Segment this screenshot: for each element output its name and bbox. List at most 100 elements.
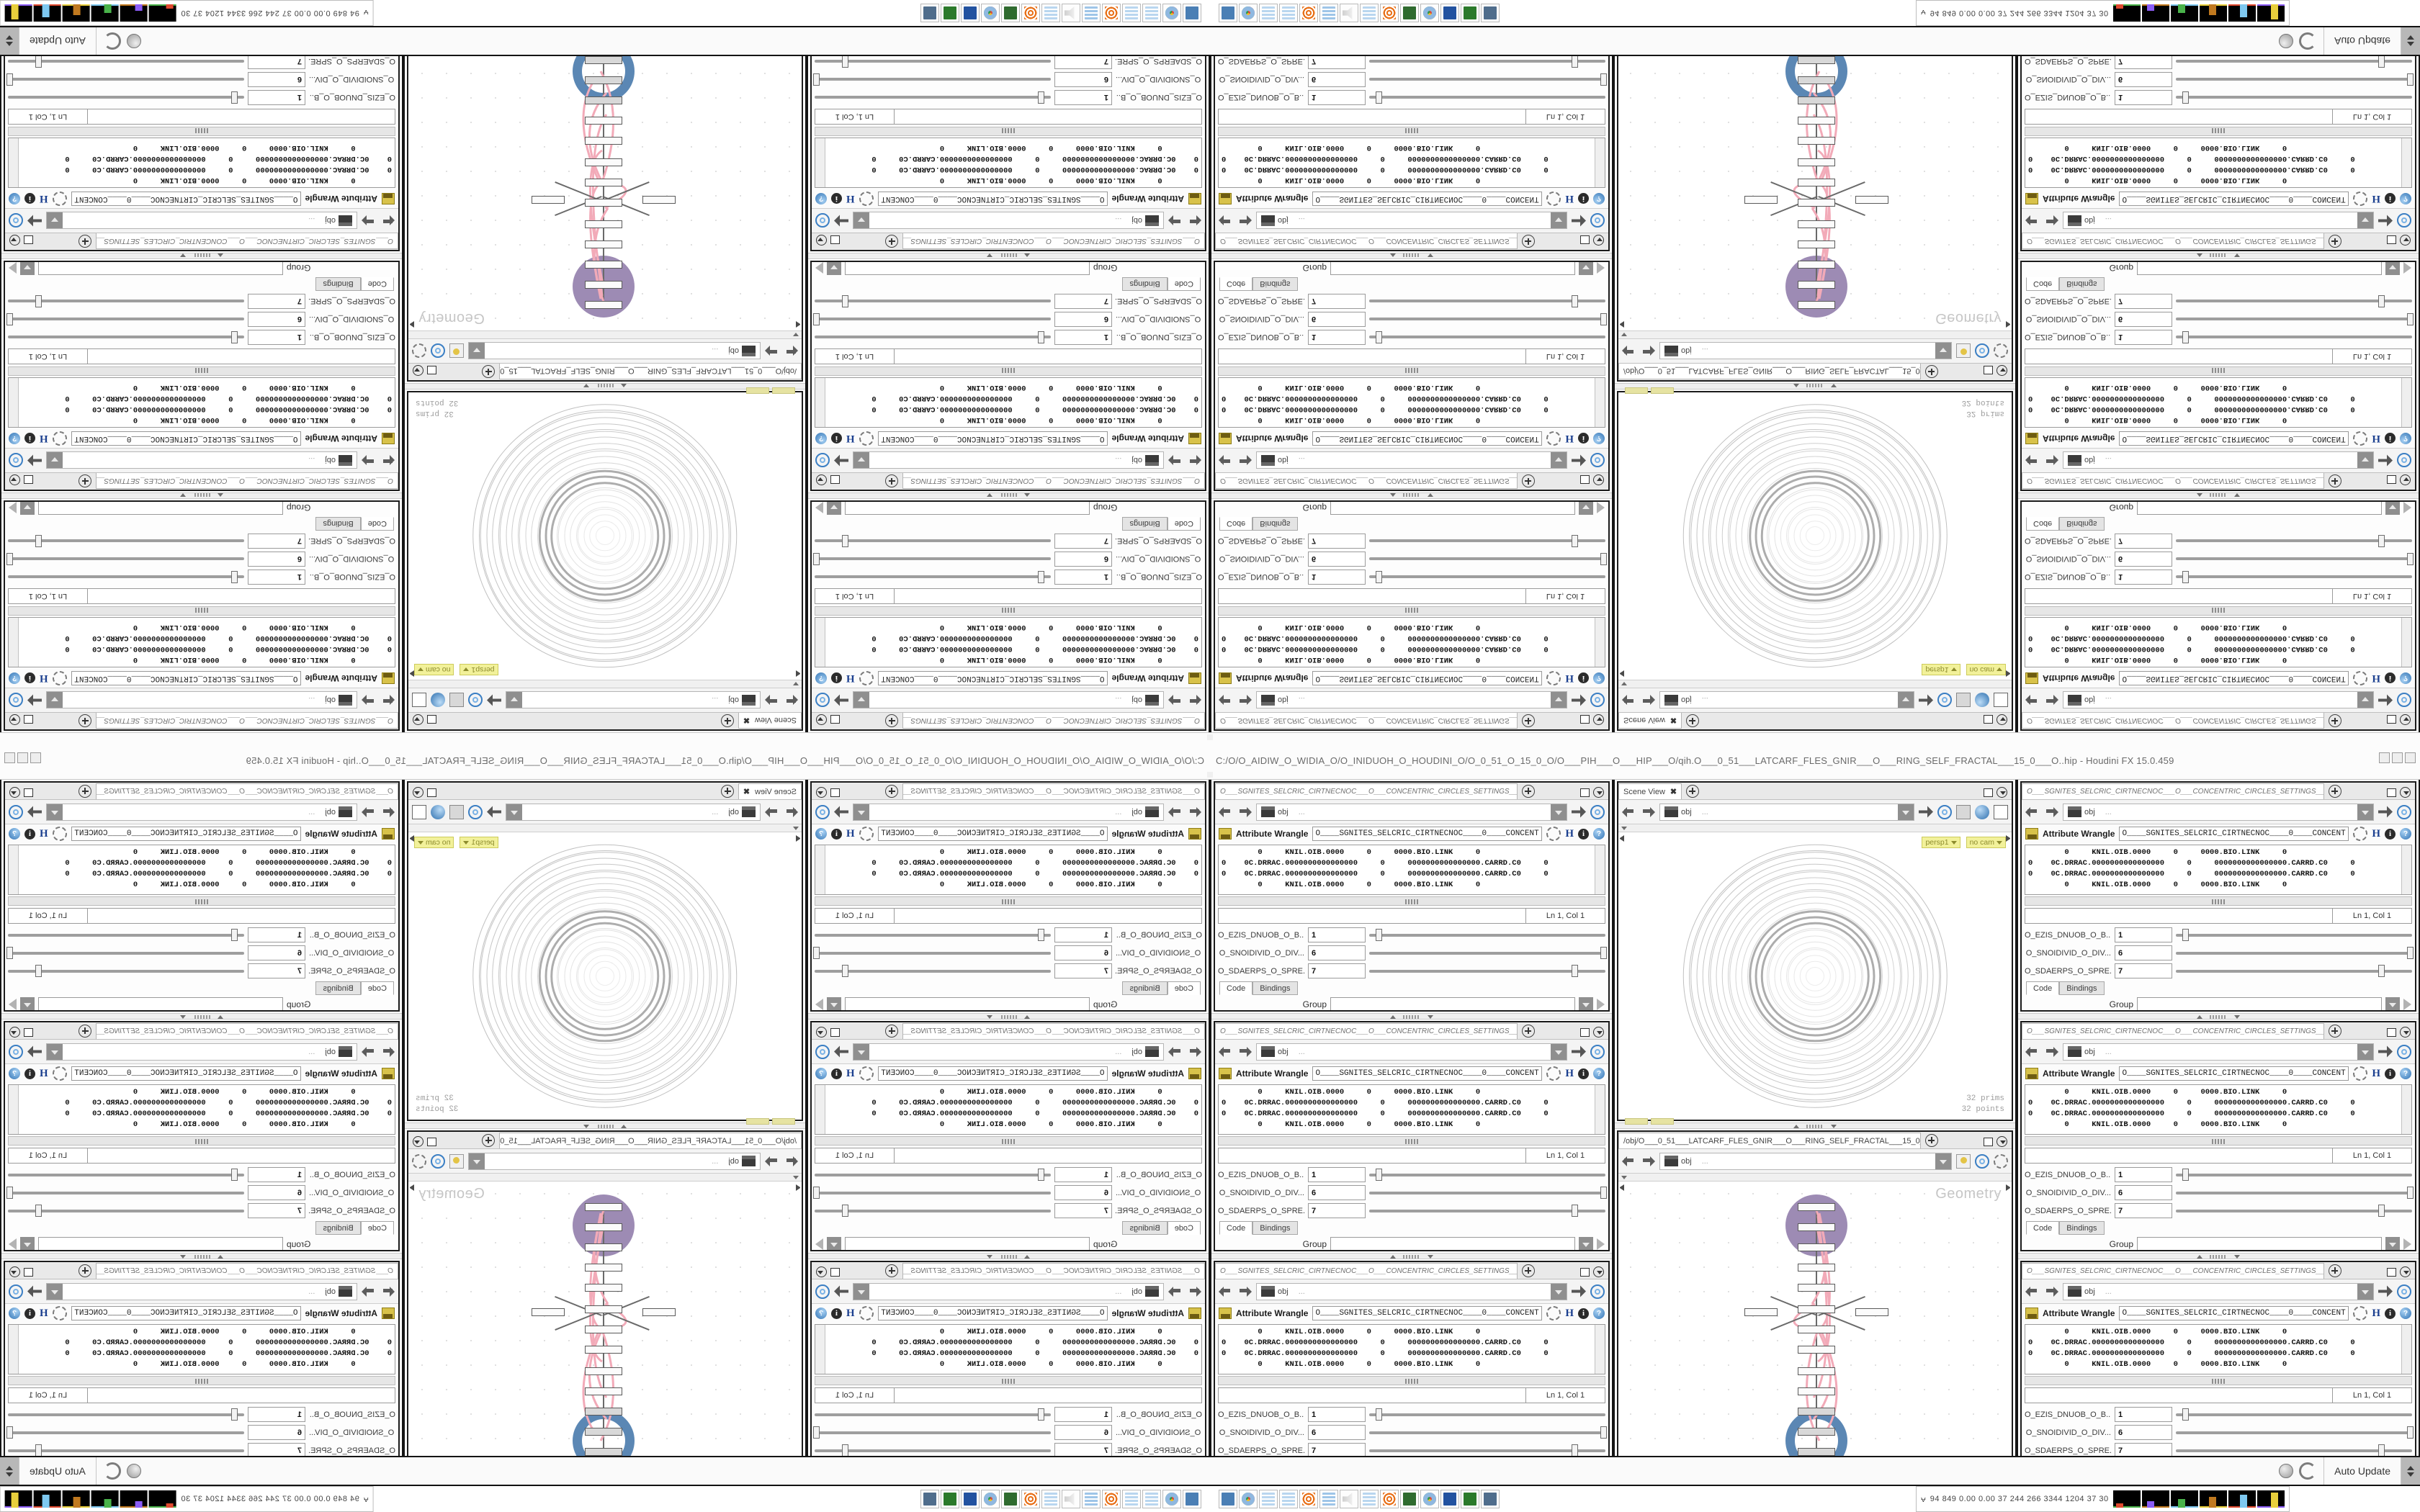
splitter-up-arrow[interactable] — [2197, 1255, 2202, 1259]
slider-handle[interactable] — [35, 55, 42, 68]
network-node[interactable] — [585, 1243, 622, 1251]
slider-handle[interactable] — [2406, 1426, 2414, 1439]
parameter-slider[interactable] — [8, 1407, 244, 1422]
splitter-grip[interactable] — [2210, 493, 2227, 497]
group-select-icon[interactable] — [9, 999, 17, 1010]
scroll-grip[interactable] — [2212, 1139, 2225, 1144]
parameter-slider[interactable] — [1369, 312, 1607, 327]
code-editor[interactable]: 0 KNIL.OIB.0000 0 0000.BIO.LINK 0 0 0C.D… — [815, 138, 1202, 188]
chevron-down-icon[interactable] — [816, 1027, 827, 1038]
path-field[interactable]: obj... — [2063, 451, 2374, 469]
path-dropdown-icon[interactable] — [469, 1153, 485, 1169]
path-bar[interactable]: obj... — [5, 448, 398, 472]
maximize-icon[interactable] — [427, 366, 436, 375]
forward-arrow-icon[interactable] — [1168, 215, 1183, 227]
maximize-icon[interactable] — [2387, 475, 2396, 485]
parameter-slider[interactable] — [2176, 1425, 2414, 1440]
taskbar-spiral-app-icon[interactable] — [1102, 1490, 1121, 1508]
slider-handle[interactable] — [813, 947, 820, 959]
viewport-scroll-arrow[interactable] — [796, 835, 801, 842]
parameter-slider[interactable] — [813, 312, 1051, 327]
help-icon[interactable]: ? — [2400, 828, 2411, 840]
chevron-down-icon[interactable] — [2400, 474, 2411, 485]
gear-icon[interactable] — [52, 431, 67, 446]
path-bar[interactable]: obj... — [1215, 800, 1608, 824]
parameter-value-field[interactable]: 6 — [248, 945, 305, 960]
path-field[interactable]: obj... — [1256, 1282, 1567, 1300]
add-tab-icon[interactable] — [885, 714, 898, 727]
viewport-toolbar-strip[interactable] — [1618, 680, 2012, 688]
forward-arrow-icon[interactable] — [2044, 215, 2058, 227]
wrangle-name-field[interactable]: O____SGNITES_SELCRIC_CIRTNECNOC____0____… — [1312, 192, 1543, 206]
chevron-down-icon[interactable] — [413, 365, 424, 376]
viewport-scroll-arrow[interactable] — [409, 835, 414, 842]
parameter-value-field[interactable]: 7 — [1054, 534, 1112, 549]
parameter-slider[interactable] — [815, 54, 1051, 69]
add-tab-icon[interactable] — [1522, 785, 1535, 798]
network-node[interactable] — [1798, 220, 1835, 228]
taskbar-terminal-icon[interactable] — [1001, 4, 1020, 22]
camera-selector[interactable]: persp1 — [1922, 837, 1960, 848]
auto-update-stepper[interactable] — [2401, 1457, 2420, 1485]
maximize-icon[interactable] — [2387, 1027, 2396, 1037]
parameter-slider[interactable] — [1369, 330, 1605, 345]
info-icon[interactable]: i — [1578, 672, 1589, 684]
group-select-icon[interactable] — [1597, 502, 1605, 513]
info-icon[interactable]: i — [831, 1308, 842, 1319]
taskbar-display-icon[interactable] — [920, 1490, 939, 1508]
path-dropdown-icon[interactable] — [47, 692, 63, 708]
minimize-button[interactable] — [30, 752, 41, 763]
maximize-button[interactable] — [17, 752, 28, 763]
path-bar[interactable]: obj... — [812, 688, 1205, 712]
subtab-code[interactable]: Code — [1167, 277, 1201, 291]
pane-window-controls[interactable] — [5, 787, 33, 799]
splitter-up-arrow[interactable] — [621, 1125, 627, 1128]
add-tab-icon[interactable] — [1522, 1264, 1535, 1277]
pane-window-controls[interactable] — [812, 473, 840, 485]
splitter-up-arrow[interactable] — [1793, 384, 1799, 387]
code-editor[interactable]: 0 KNIL.OIB.0000 0 0000.BIO.LINK 0 0 0C.D… — [1218, 1084, 1605, 1135]
pane-window-controls[interactable] — [2387, 473, 2415, 485]
network-canvas[interactable]: Geometry — [1618, 1182, 2012, 1482]
chevron-down-icon[interactable] — [9, 1027, 20, 1038]
quadrant-bottom-left[interactable]: C:/O/O_AIDIW_O_WIDIA_O/O_INIDUOH_O_HOUDI… — [0, 742, 1210, 1485]
spiral-icon[interactable] — [9, 1044, 23, 1059]
pane-tab[interactable]: O___SGNITES_SELCRIC_CIRTNECNOC___O___CON… — [902, 473, 1205, 489]
slider-handle[interactable] — [1037, 929, 1044, 941]
gear-icon[interactable] — [1546, 1066, 1561, 1081]
viewport-scroll-arrow[interactable] — [409, 670, 414, 677]
cube-icon[interactable] — [1956, 693, 1971, 708]
stepper-up-icon[interactable] — [6, 42, 13, 47]
slider-handle[interactable] — [1037, 91, 1044, 104]
network-node[interactable] — [1798, 1387, 1835, 1395]
taskbar-houdini-icon[interactable] — [1183, 4, 1201, 22]
path-dropdown-icon[interactable] — [47, 1283, 63, 1300]
group-dropdown-icon[interactable] — [20, 1236, 35, 1251]
network-scroll-arrow[interactable] — [409, 1184, 414, 1191]
parameter-slider[interactable] — [815, 330, 1051, 345]
group-select-icon[interactable] — [815, 502, 823, 513]
pane-window-controls[interactable] — [408, 787, 436, 799]
code-editor[interactable]: 0 KNIL.OIB.0000 0 0000.BIO.LINK 0 0 0C.D… — [8, 845, 395, 895]
scroll-grip[interactable] — [1405, 368, 1418, 373]
forward-arrow-icon[interactable] — [765, 1156, 779, 1167]
parameter-value-field[interactable]: 1 — [2115, 1407, 2172, 1422]
houdini-help-icon[interactable]: H — [40, 193, 48, 205]
refresh-icon[interactable] — [103, 1462, 121, 1480]
pane-window-controls[interactable] — [1580, 787, 1608, 799]
slider-handle[interactable] — [841, 1205, 848, 1217]
parameter-value-field[interactable]: 6 — [2115, 312, 2172, 327]
network-node[interactable] — [1798, 1264, 1835, 1272]
parameter-value-field[interactable]: 7 — [2115, 294, 2172, 309]
info-icon[interactable]: i — [2385, 433, 2396, 444]
parameter-value-field[interactable]: 7 — [1054, 963, 1112, 978]
code-editor[interactable]: 0 KNIL.OIB.0000 0 0000.BIO.LINK 0 0 0C.D… — [2025, 1084, 2412, 1135]
taskbar-icon-group-right[interactable] — [1219, 1490, 1500, 1508]
info-icon[interactable]: i — [1578, 828, 1589, 840]
spiral-icon[interactable] — [1590, 453, 1605, 468]
parameter-slider[interactable] — [8, 54, 244, 69]
houdini-help-icon[interactable]: H — [40, 433, 48, 445]
refresh-icon[interactable] — [2299, 32, 2317, 50]
pane-tab-bar[interactable]: O___SGNITES_SELCRIC_CIRTNECNOC___O___CON… — [2022, 712, 2415, 729]
